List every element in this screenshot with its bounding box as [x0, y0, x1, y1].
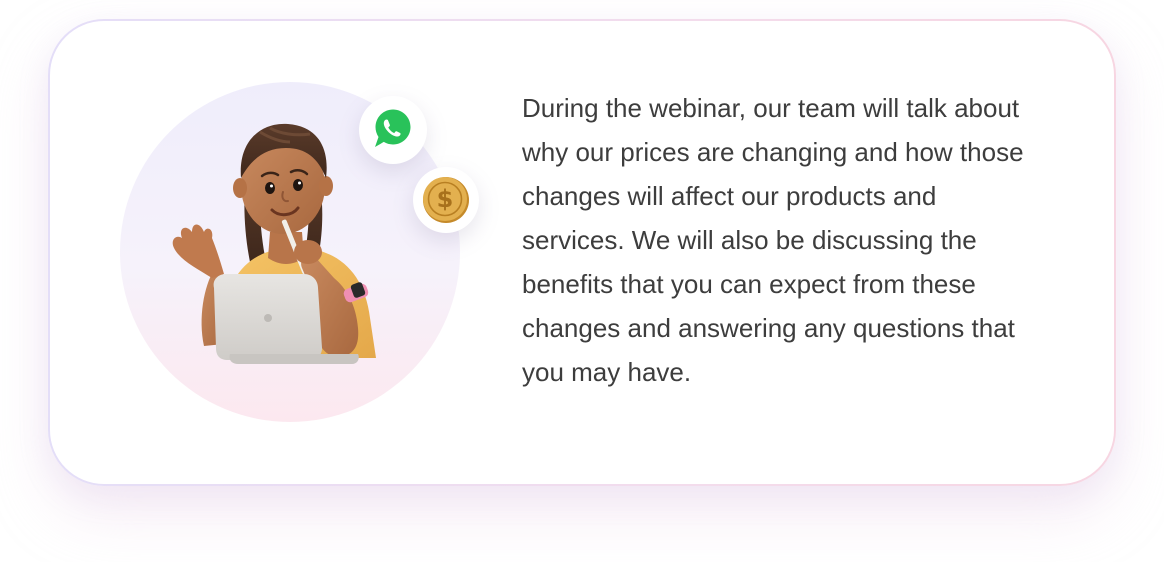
svg-text:$: $ — [437, 185, 454, 213]
whatsapp-icon — [363, 100, 423, 160]
dollar-coin-icon: $ — [417, 171, 475, 229]
person-illustration — [120, 82, 460, 422]
whatsapp-badge — [359, 96, 427, 164]
coin-badge: $ — [413, 167, 479, 233]
description-text: During the webinar, our team will talk a… — [522, 93, 1024, 387]
